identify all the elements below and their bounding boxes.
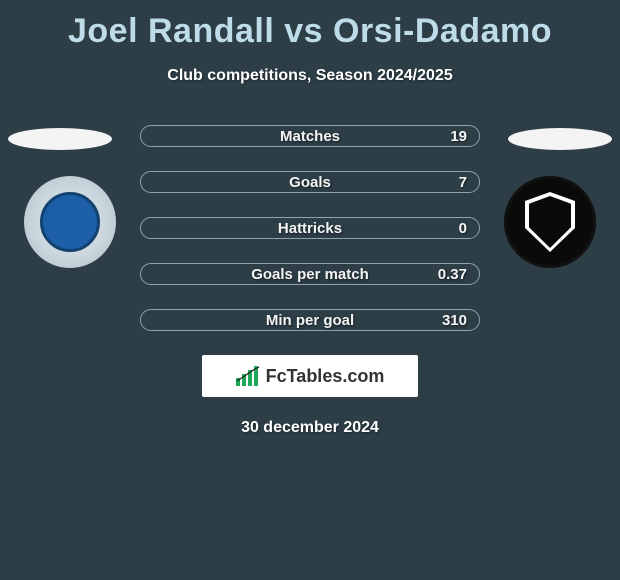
stat-row: Hattricks 0 [140, 217, 480, 239]
date-text: 30 december 2024 [0, 419, 620, 437]
stat-row: Matches 19 [140, 125, 480, 147]
fctables-logo-icon [236, 366, 260, 386]
stat-value: 19 [450, 126, 467, 148]
stat-value: 0.37 [438, 264, 467, 286]
page-title: Joel Randall vs Orsi-Dadamo [0, 0, 620, 51]
black-shield-badge-icon [525, 192, 575, 252]
club-badge-left [24, 176, 116, 268]
stat-label: Min per goal [266, 312, 354, 329]
player-left-avatar [8, 128, 112, 150]
peterborough-badge-icon [40, 192, 100, 252]
comparison-card: Joel Randall vs Orsi-Dadamo Club competi… [0, 0, 620, 580]
stat-label: Goals [289, 174, 331, 191]
club-badge-right [504, 176, 596, 268]
stat-value: 0 [459, 218, 467, 240]
subtitle: Club competitions, Season 2024/2025 [0, 67, 620, 85]
stat-value: 310 [442, 310, 467, 332]
player-right-avatar [508, 128, 612, 150]
stat-value: 7 [459, 172, 467, 194]
branding-badge: FcTables.com [202, 355, 418, 397]
stat-row: Goals per match 0.37 [140, 263, 480, 285]
stat-row: Goals 7 [140, 171, 480, 193]
stat-label: Goals per match [251, 266, 369, 283]
stat-row: Min per goal 310 [140, 309, 480, 331]
stat-label: Matches [280, 128, 340, 145]
brand-text: FcTables.com [266, 366, 385, 387]
stat-label: Hattricks [278, 220, 342, 237]
